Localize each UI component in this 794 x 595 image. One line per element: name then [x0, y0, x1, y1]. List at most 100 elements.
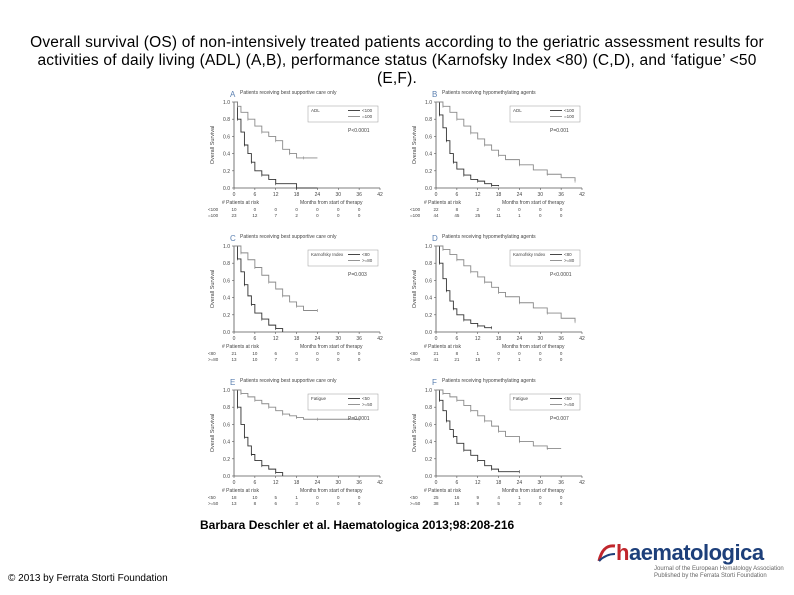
risk-count: 6 [274, 501, 277, 506]
legend-box [509, 393, 581, 411]
y-axis-label: Overall Survival [412, 126, 418, 165]
x-tick-label: 18 [496, 336, 502, 342]
x-tick-label: 6 [253, 480, 256, 486]
risk-count: 0 [316, 351, 319, 356]
x-tick-label: 36 [558, 480, 564, 486]
panel-letter: B [432, 90, 437, 99]
x-tick-label: 12 [475, 336, 481, 342]
risk-count: 8 [456, 207, 459, 212]
risk-count: 2 [295, 213, 298, 218]
y-tick-label: 1.0 [425, 244, 432, 250]
risk-count: 45 [454, 213, 460, 218]
panel-letter: C [230, 234, 236, 243]
y-tick-label: 0.6 [223, 422, 230, 428]
risk-count: 0 [274, 207, 277, 212]
risk-count: 13 [231, 357, 237, 362]
legend-title: ADL [311, 108, 320, 113]
series-line-1 [436, 389, 520, 473]
y-tick-label: 0.4 [425, 296, 432, 302]
risk-row-label: =100 [208, 213, 219, 218]
y-tick-label: 0.8 [223, 405, 230, 411]
x-tick-label: 30 [336, 192, 342, 198]
x-tick-label: 18 [496, 480, 502, 486]
y-tick-label: 0.4 [425, 152, 432, 158]
risk-count: 0 [539, 351, 542, 356]
risk-count: 3 [295, 357, 298, 362]
series-line-2 [436, 389, 562, 449]
risk-count: 0 [560, 207, 563, 212]
legend-label-2: >=50 [564, 402, 575, 407]
survival-chart: C Patients receiving best supportive care… [208, 234, 383, 362]
risk-count: 0 [316, 501, 319, 506]
risk-count: 0 [316, 495, 319, 500]
risk-table-header: # Patients at risk [222, 344, 259, 350]
risk-count: 1 [518, 213, 521, 218]
series-line-2 [234, 389, 360, 420]
y-tick-label: 0.8 [425, 117, 432, 123]
risk-row-label: =100 [410, 213, 421, 218]
p-value: P=0.003 [348, 272, 367, 278]
risk-count: 0 [295, 351, 298, 356]
survival-chart: A Patients receiving best supportive care… [208, 90, 383, 218]
y-axis-label: Overall Survival [210, 414, 216, 453]
p-value: P<0.0001 [550, 272, 572, 278]
risk-count: 0 [358, 495, 361, 500]
risk-count: 0 [560, 351, 563, 356]
series-line-2 [436, 245, 576, 322]
risk-count: 9 [476, 501, 479, 506]
x-tick-label: 12 [273, 192, 279, 198]
risk-count: 0 [337, 207, 340, 212]
y-tick-label: 0.0 [223, 186, 230, 192]
y-tick-label: 0.6 [425, 134, 432, 140]
series-line-1 [436, 101, 500, 187]
risk-count: 0 [497, 351, 500, 356]
p-value: P=0.007 [550, 416, 569, 422]
risk-count: 3 [518, 501, 521, 506]
risk-count: 0 [539, 207, 542, 212]
risk-count: 0 [337, 357, 340, 362]
x-tick-label: 42 [579, 480, 585, 486]
x-tick-label: 18 [294, 336, 300, 342]
panel-letter: E [230, 378, 235, 387]
y-tick-label: 0.6 [223, 278, 230, 284]
risk-count: 0 [539, 213, 542, 218]
risk-count: 0 [539, 495, 542, 500]
x-tick-label: 30 [336, 480, 342, 486]
risk-count: 25 [475, 213, 481, 218]
x-tick-label: 24 [315, 192, 321, 198]
y-tick-label: 0.0 [223, 474, 230, 480]
risk-count: 0 [337, 213, 340, 218]
risk-count: 0 [539, 501, 542, 506]
risk-count: 7 [497, 357, 500, 362]
y-tick-label: 0.8 [223, 117, 230, 123]
risk-count: 0 [337, 501, 340, 506]
risk-count: 5 [274, 495, 277, 500]
risk-row-label: <100 [410, 207, 421, 212]
risk-count: 0 [254, 207, 257, 212]
risk-table-header: # Patients at risk [222, 488, 259, 494]
risk-count: 21 [231, 351, 237, 356]
legend-label-2: >=80 [564, 258, 575, 263]
risk-count: 0 [518, 351, 521, 356]
risk-count: 0 [497, 207, 500, 212]
series-line-2 [234, 245, 318, 311]
panel-letter: D [432, 234, 438, 243]
haematologica-logo[interactable]: haematologica Journal of the European He… [596, 540, 786, 580]
y-tick-label: 0.0 [425, 186, 432, 192]
panel-a: A Patients receiving best supportive care… [208, 88, 392, 243]
risk-count: 21 [454, 357, 460, 362]
x-tick-label: 12 [273, 480, 279, 486]
risk-row-label: >=80 [410, 357, 421, 362]
x-tick-label: 42 [377, 336, 383, 342]
risk-count: 0 [358, 357, 361, 362]
risk-count: 10 [252, 495, 258, 500]
risk-count: 11 [496, 213, 501, 218]
x-tick-label: 36 [356, 192, 362, 198]
series-line-1 [234, 101, 318, 189]
y-tick-label: 0.4 [223, 152, 230, 158]
x-axis-label: Months from start of therapy [502, 200, 565, 206]
y-tick-label: 0.4 [425, 440, 432, 446]
x-tick-label: 42 [579, 192, 585, 198]
p-value: P=0.0001 [348, 416, 370, 422]
logo-subtitle: Journal of the European Hematology Assoc… [654, 566, 784, 579]
